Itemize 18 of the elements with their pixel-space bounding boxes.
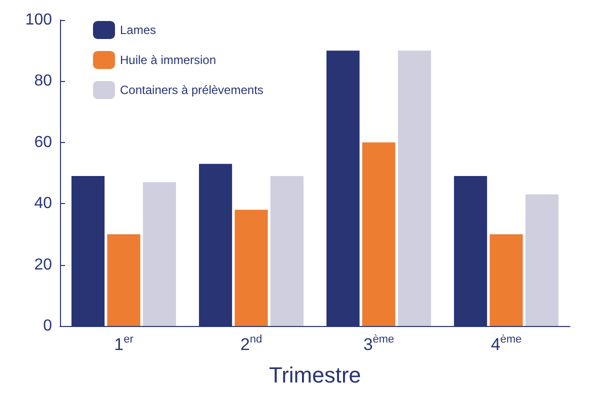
bar [142, 182, 176, 326]
legend-label: Containers à prélèvements [120, 83, 264, 97]
bar [525, 194, 559, 326]
y-tick-label: 80 [34, 72, 52, 90]
y-tick-label: 60 [34, 134, 52, 151]
bar [107, 234, 140, 326]
bar [270, 176, 304, 326]
legend-label: Lames [120, 23, 156, 37]
y-tick-label: 40 [34, 195, 52, 212]
legend-label: Huile à immersion [120, 53, 216, 67]
y-tick-label: 100 [25, 12, 52, 28]
y-tick-label: 20 [34, 256, 52, 274]
x-axis-title: Trimestre [268, 362, 362, 388]
bar [234, 210, 268, 326]
bar [398, 50, 432, 326]
bar [362, 142, 396, 326]
bar [490, 234, 523, 326]
y-tick-label: 0 [43, 318, 52, 334]
